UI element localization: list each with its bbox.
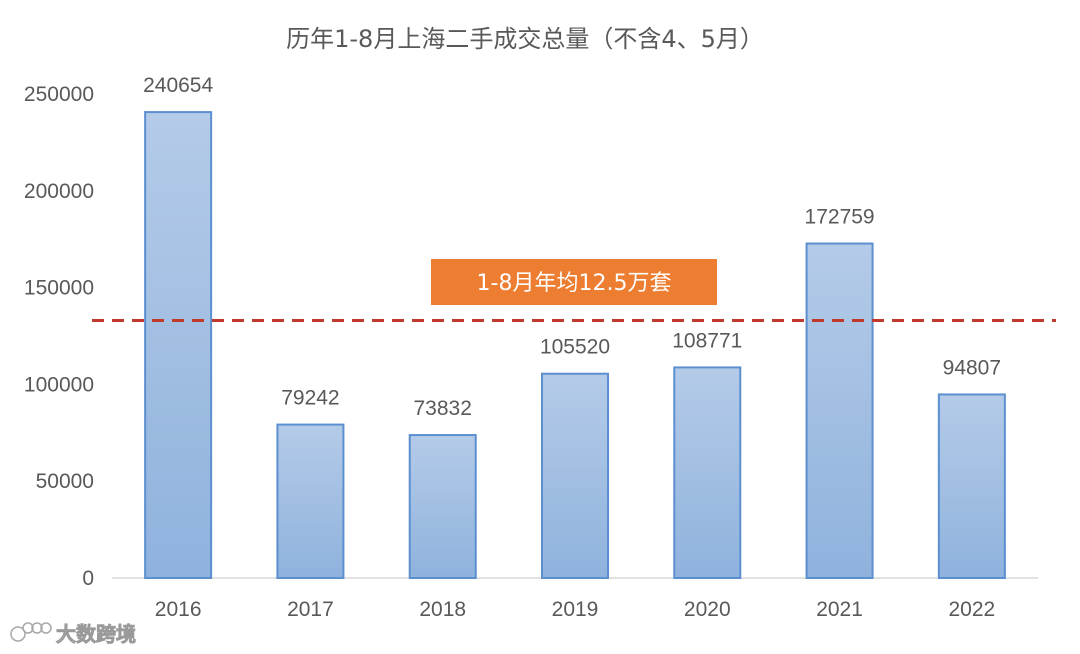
x-tick-label-2017: 2017: [287, 598, 334, 621]
data-label-2020: 108771: [672, 329, 742, 352]
data-label-2016: 240654: [143, 74, 213, 97]
x-tick-label-2016: 2016: [155, 598, 202, 621]
y-tick-label: 50000: [36, 470, 94, 493]
x-axis-ticks: 2016 2017 2018 2019 2020 2021 2022: [155, 598, 995, 621]
bar-2017: [276, 423, 345, 579]
annotation-box: [431, 259, 717, 305]
data-label-2021: 172759: [805, 206, 875, 229]
y-tick-label: 200000: [24, 180, 94, 203]
data-label-2019: 105520: [540, 336, 610, 359]
data-label-2017: 79242: [281, 387, 339, 410]
bar-2022: [937, 393, 1006, 579]
x-tick-label-2021: 2021: [816, 598, 863, 621]
logo-icon: [10, 622, 52, 642]
bar-2019: [541, 372, 609, 579]
x-tick-label-2022: 2022: [948, 598, 995, 621]
bar-2020: [673, 366, 742, 579]
x-tick-label-2020: 2020: [684, 598, 731, 621]
data-label-2022: 94807: [943, 356, 1001, 379]
y-axis-ticks: 0 50000 100000 150000 200000 250000: [24, 83, 94, 590]
average-annotation: 1-8月年均12.5万套: [431, 259, 717, 305]
y-tick-label: 0: [82, 567, 94, 590]
watermark-text: 大数跨境: [56, 622, 136, 646]
bar-2016: [144, 111, 213, 580]
annotation-label: 1-8月年均12.5万套: [477, 271, 672, 296]
bars: [144, 111, 1006, 580]
data-labels: 240654 79242 73832 105520 108771 172759 94807: [143, 74, 1001, 420]
watermark: 大数跨境: [10, 622, 136, 646]
bar-2018: [408, 434, 477, 579]
x-tick-label-2019: 2019: [552, 598, 599, 621]
bar-2021: [805, 242, 874, 579]
y-tick-label: 150000: [24, 277, 94, 300]
y-tick-label: 100000: [24, 373, 94, 396]
data-label-2018: 73832: [414, 397, 472, 420]
x-tick-label-2018: 2018: [419, 598, 466, 621]
chart-title: 历年1-8月上海二手成交总量（不含4、5月）: [286, 25, 764, 53]
y-tick-label: 250000: [24, 83, 94, 106]
